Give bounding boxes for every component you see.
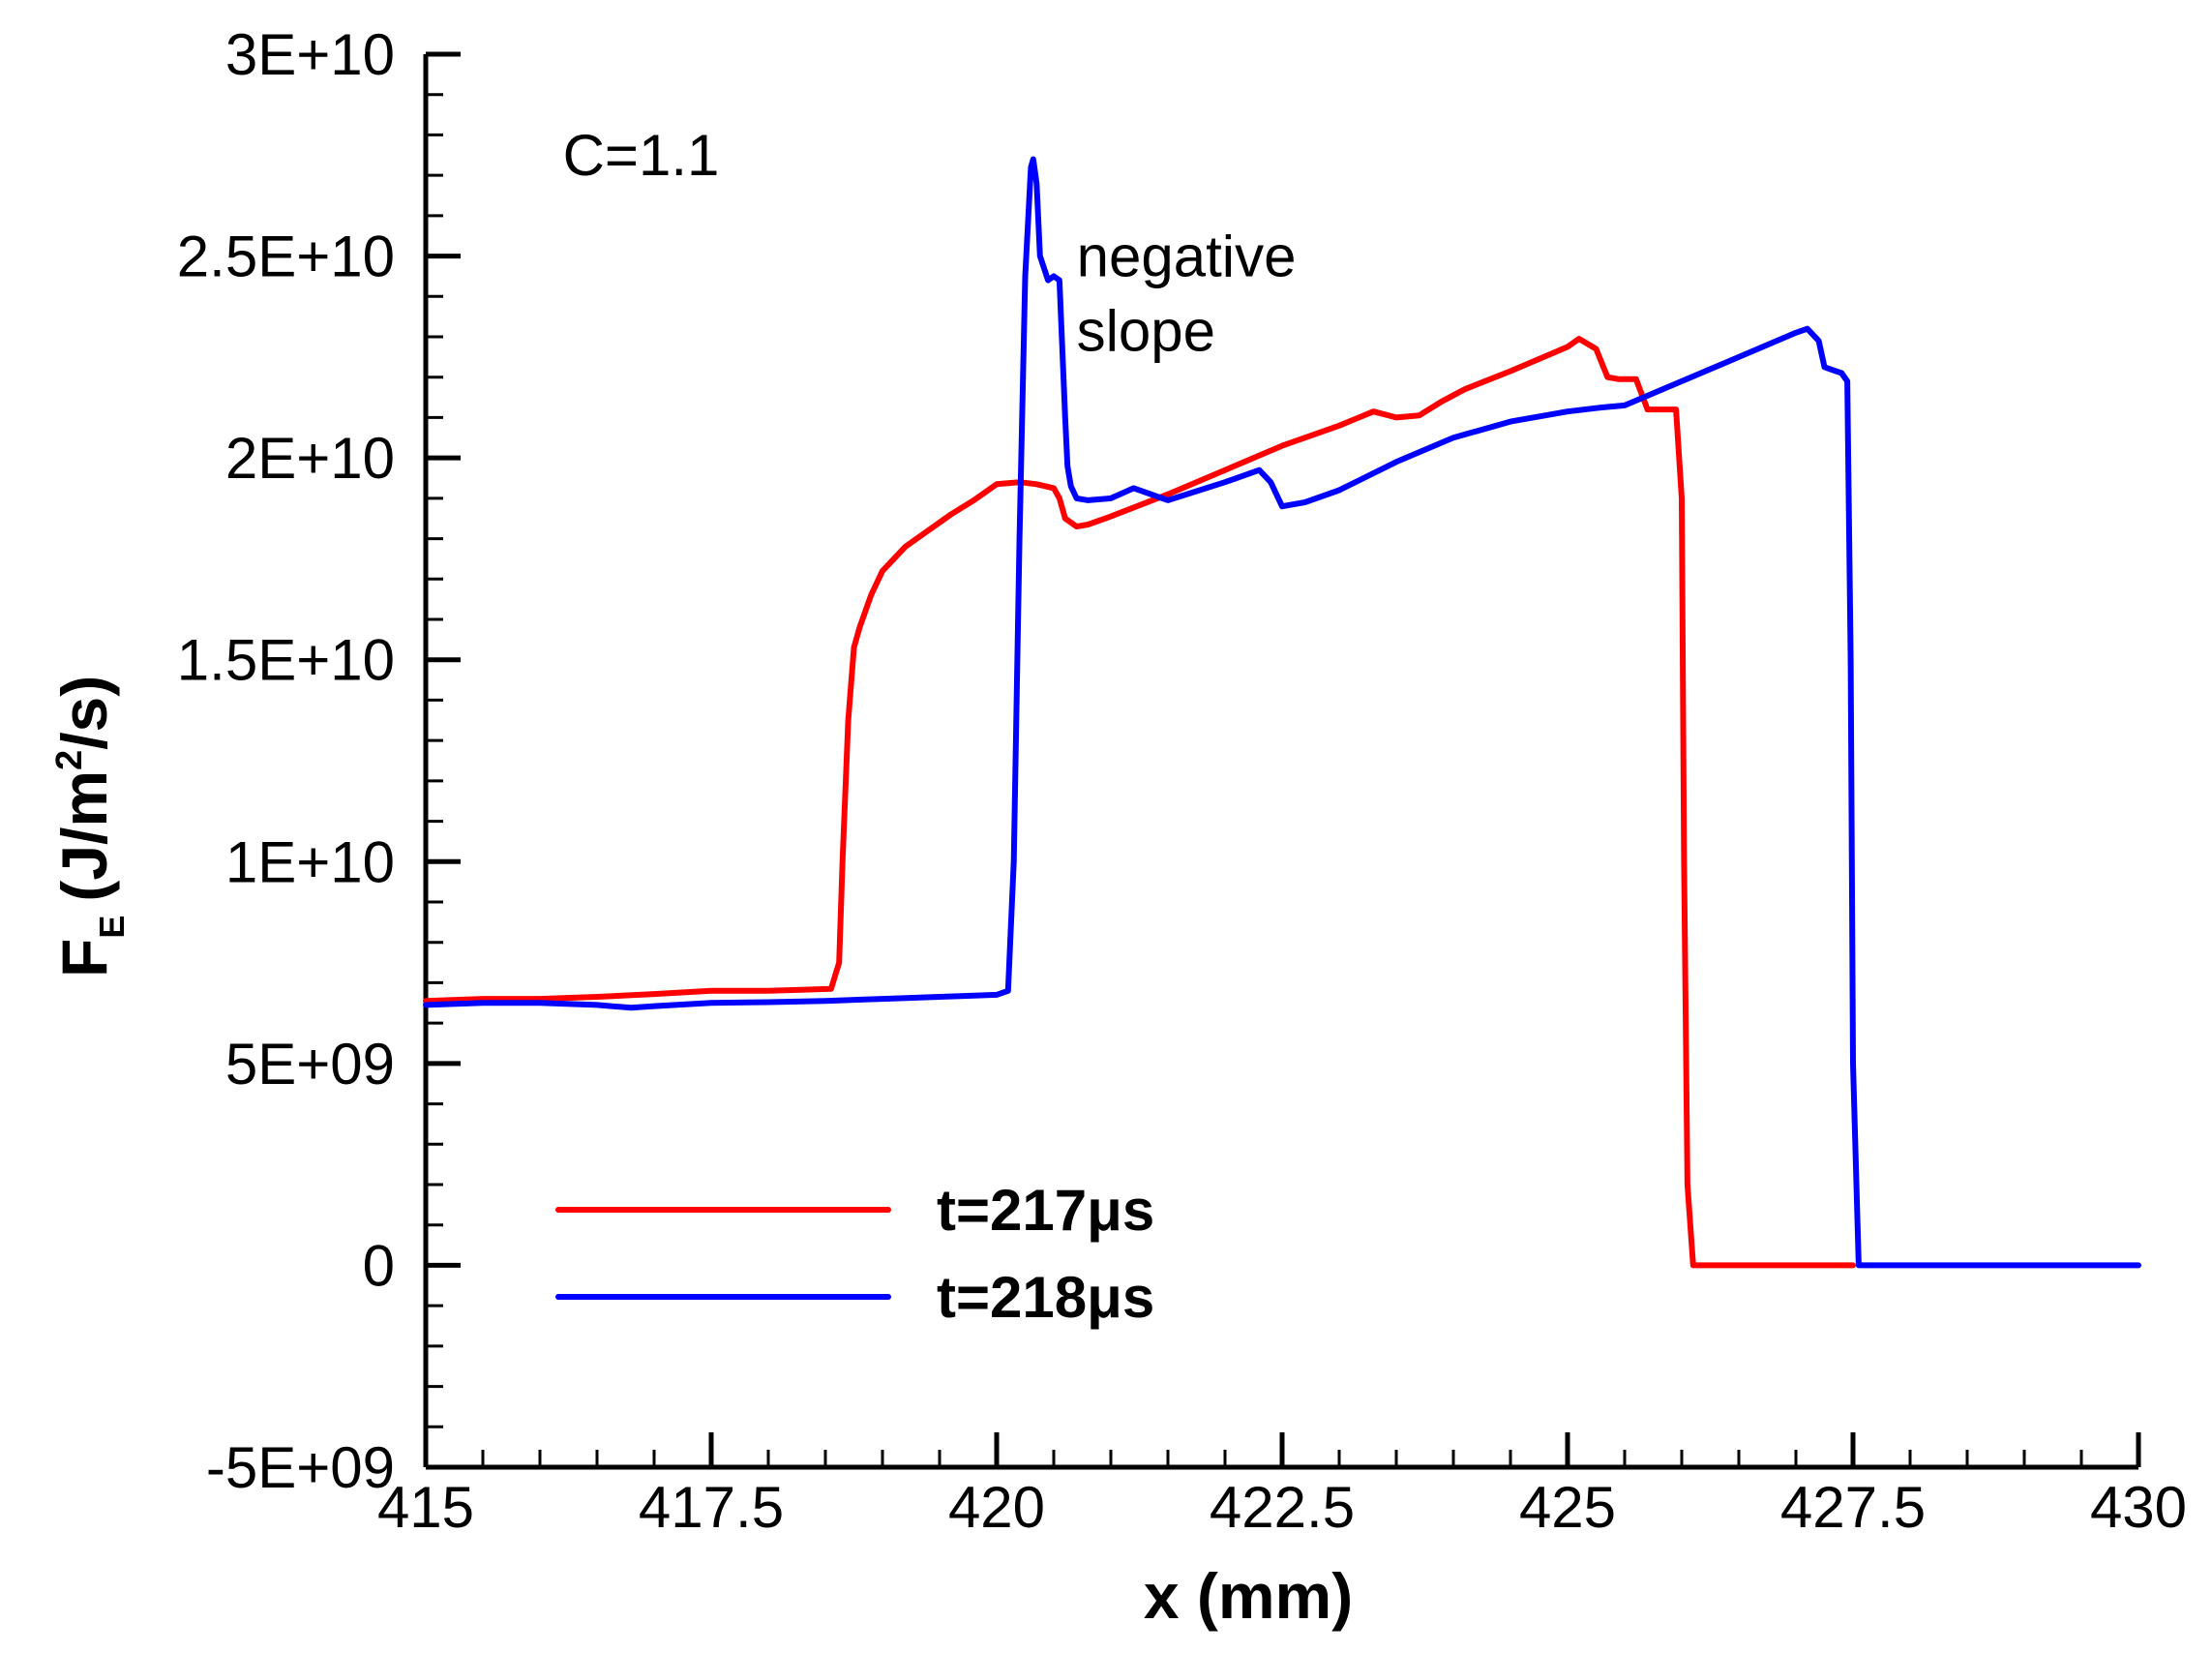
y-axis-title: FE (J/m2/s) xyxy=(48,676,132,977)
annotation-3: slope xyxy=(1077,299,1215,364)
annotation-2: negative xyxy=(1077,224,1297,288)
legend: t=217μs t=218μs xyxy=(555,1178,1154,1330)
y-tick-label: 2E+10 xyxy=(225,426,395,491)
y-tick-label: 5E+09 xyxy=(225,1032,395,1097)
y-tick-label: 1.5E+10 xyxy=(177,628,395,693)
x-tick-label: 415 xyxy=(377,1475,474,1540)
legend-label-1: t=217μs xyxy=(937,1178,1154,1243)
x-tick-label: 425 xyxy=(1519,1475,1616,1540)
y-axis-title-main: F xyxy=(48,939,120,977)
y-tick-label: -5E+09 xyxy=(206,1435,395,1500)
y-axis-title-subscript: E xyxy=(92,916,132,939)
x-tick-label: 422.5 xyxy=(1210,1475,1355,1540)
y-tick-labels: -5E+09 0 5E+09 1E+10 1.5E+10 2E+10 2.5E+10 3E+1… xyxy=(177,22,395,1500)
x-tick-labels: 415 417.5 420 422.5 425 427.5 430 xyxy=(377,1475,2187,1540)
series-line-1 xyxy=(423,336,1856,1269)
y-tick-label: 3E+10 xyxy=(225,22,395,87)
y-axis-title-unit-end: /s) xyxy=(48,676,120,750)
annotation-1: C=1.1 xyxy=(563,123,720,188)
major-ticks xyxy=(423,51,2141,1470)
series-layer xyxy=(423,156,2141,1269)
x-axis-title: x (mm) xyxy=(1144,1560,1353,1632)
y-axis-title-unit: (J/m xyxy=(48,770,120,902)
legend-label-2: t=218μs xyxy=(937,1265,1154,1330)
y-tick-label: 0 xyxy=(363,1233,395,1298)
annotations: C=1.1 negative slope xyxy=(563,123,1297,363)
x-tick-label: 427.5 xyxy=(1780,1475,1926,1540)
y-tick-label: 2.5E+10 xyxy=(177,225,395,289)
series-line-2 xyxy=(423,156,2141,1269)
x-tick-label: 430 xyxy=(2090,1475,2187,1540)
y-axis-title-superscript: 2 xyxy=(49,750,90,770)
y-tick-label: 1E+10 xyxy=(225,829,395,894)
x-tick-label: 420 xyxy=(948,1475,1045,1540)
x-tick-label: 417.5 xyxy=(639,1475,784,1540)
